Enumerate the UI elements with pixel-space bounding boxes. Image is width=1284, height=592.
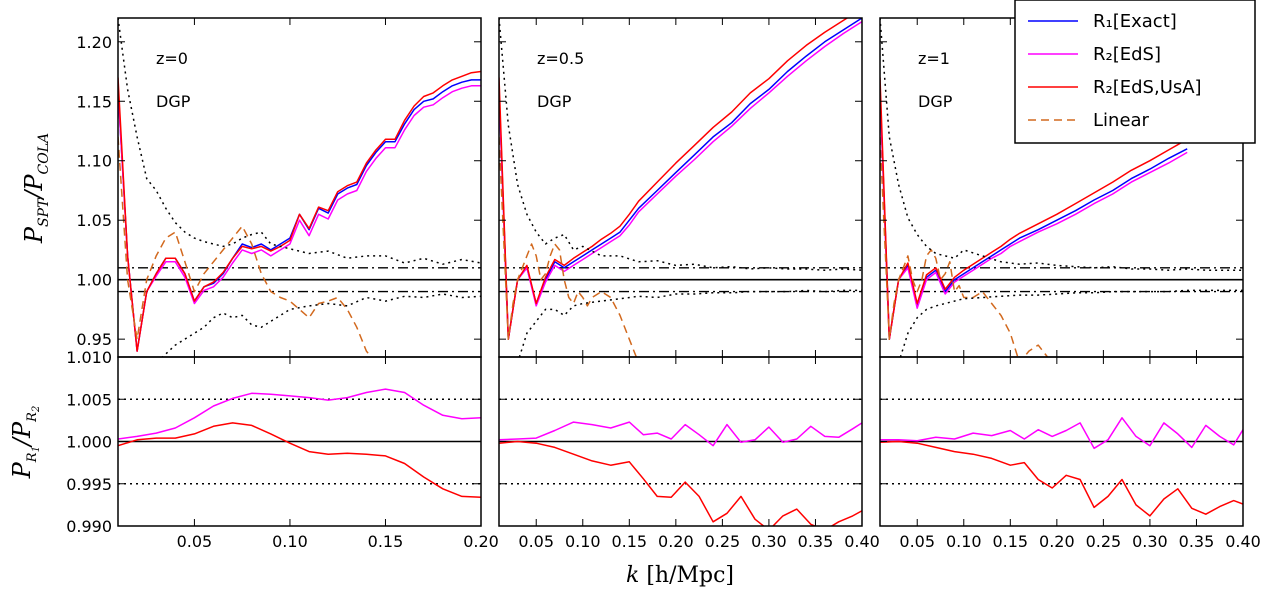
y-tick-label: 1.010 (66, 348, 112, 367)
y-tick-label: 0.95 (76, 330, 112, 349)
y-tick-label: 1.15 (76, 92, 112, 111)
legend-box (1014, 0, 1256, 144)
x-tick-label: 0.25 (1086, 532, 1122, 551)
legend-label: Linear (1093, 110, 1150, 131)
x-tick-label: 0.35 (1179, 532, 1215, 551)
x-tick-label: 0.05 (899, 532, 935, 551)
series-line-R₂[EdS] (880, 417, 1243, 450)
x-tick-label: 0.20 (1039, 532, 1075, 551)
x-tick-label: 0.10 (946, 532, 982, 551)
axes-frame-top (498, 17, 863, 358)
plot-area-bottom (499, 398, 862, 526)
panel-1: 0.05 0.10 0.15 0.20 0.25 0.30 0.35 0.40 z=0.5 DGP (498, 17, 880, 551)
axes-frame-top (117, 17, 482, 358)
redshift-annotation: z=0.5 (537, 49, 584, 68)
panel-0: 0.95 1.00 1.05 1.10 1.15 1.20 0.990 0.995 1.000 1… (66, 17, 499, 551)
series-line-R₂[EdS,UsA] (118, 422, 481, 499)
y-tick-label: 1.000 (66, 433, 112, 452)
x-tick-label: 0.40 (1225, 532, 1261, 551)
series-line-band (161, 293, 481, 357)
plot-area-top (118, 18, 481, 357)
plot-area-bottom (118, 388, 481, 499)
y-tick-label: 0.995 (66, 475, 112, 494)
plot-area-top (499, 18, 862, 357)
series-line-band (499, 18, 862, 271)
panels: 0.95 1.00 1.05 1.10 1.15 1.20 0.990 0.995 1.000 1… (66, 17, 1261, 551)
series-line-band (518, 289, 862, 357)
y-tick-label: 0.990 (66, 517, 112, 536)
legend-label: R₁[Exact] (1093, 11, 1177, 32)
series-line-band (118, 18, 481, 265)
x-tick-label: 0.30 (751, 532, 787, 551)
x-tick-label: 0.15 (368, 532, 404, 551)
x-tick-label: 0.20 (463, 532, 499, 551)
x-tick-label: 0.30 (1132, 532, 1168, 551)
model-annotation: DGP (156, 92, 191, 111)
series-line-R₂[EdS,UsA] (499, 440, 862, 526)
y-tick-label: 1.005 (66, 390, 112, 409)
series-line-R₂[EdS] (499, 20, 862, 340)
y-tick-label: 1.05 (76, 211, 112, 230)
y-tick-label: 1.20 (76, 33, 112, 52)
x-tick-label: 0.05 (177, 532, 213, 551)
series-line-R₂[EdS] (118, 85, 481, 352)
x-tick-label: 0.40 (844, 532, 880, 551)
x-tick-label: 0.35 (798, 532, 834, 551)
plot-area-top (880, 18, 1243, 357)
redshift-annotation: z=1 (918, 49, 950, 68)
series-line-band (880, 18, 1243, 271)
series-line-R₂[EdS] (880, 89, 1188, 340)
series-line-R₂[EdS] (499, 421, 862, 447)
legend: R₁[Exact] R₂[EdS] R₂[EdS,UsA] Linear (1014, 0, 1256, 144)
series-line-band (899, 289, 1243, 357)
legend-label: R₂[EdS] (1093, 44, 1161, 65)
series-line-Linear (880, 136, 1049, 357)
x-axis-label: k [h/Mpc] (626, 563, 734, 588)
series-line-Linear (118, 136, 373, 357)
x-tick-label: 0.15 (992, 532, 1028, 551)
x-tick-label: 0.15 (611, 532, 647, 551)
y-tick-label: 1.00 (76, 271, 112, 290)
x-tick-label: 0.25 (705, 532, 741, 551)
series-line-R₂[EdS] (118, 388, 481, 440)
series-line-R₂[EdS,UsA] (880, 440, 1243, 517)
y-tick-label: 1.10 (76, 152, 112, 171)
series-line-R₂[EdS,UsA] (499, 18, 849, 340)
legend-label: R₂[EdS,UsA] (1093, 77, 1202, 98)
x-tick-label: 0.10 (272, 532, 308, 551)
x-tick-label: 0.10 (565, 532, 601, 551)
model-annotation: DGP (537, 92, 572, 111)
redshift-annotation: z=0 (156, 49, 188, 68)
y-axis-label-top: PSPT/PCOLA (20, 133, 52, 244)
plot-area-bottom (880, 398, 1243, 517)
series-line-Linear (499, 136, 638, 357)
x-tick-label: 0.05 (518, 532, 554, 551)
series-line-R₂[EdS,UsA] (880, 77, 1188, 340)
x-tick-label: 0.20 (658, 532, 694, 551)
y-axis-label-bottom: PR1/PR2 (8, 406, 42, 480)
series-line-R₂[EdS,UsA] (118, 70, 481, 352)
model-annotation: DGP (918, 92, 953, 111)
